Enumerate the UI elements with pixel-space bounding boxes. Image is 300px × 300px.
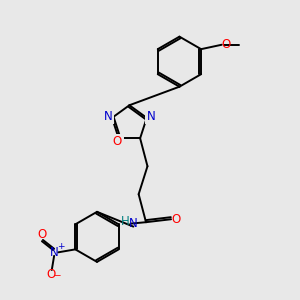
Text: N: N bbox=[146, 110, 155, 123]
Text: O: O bbox=[171, 213, 181, 226]
Text: +: + bbox=[57, 242, 64, 251]
Text: H: H bbox=[121, 215, 130, 228]
Text: −: − bbox=[53, 271, 61, 280]
Text: O: O bbox=[37, 228, 46, 242]
Text: O: O bbox=[46, 268, 56, 281]
Text: O: O bbox=[113, 135, 122, 148]
Text: N: N bbox=[129, 217, 138, 230]
Text: O: O bbox=[221, 38, 230, 51]
Text: N: N bbox=[103, 110, 112, 123]
Text: N: N bbox=[50, 246, 58, 259]
